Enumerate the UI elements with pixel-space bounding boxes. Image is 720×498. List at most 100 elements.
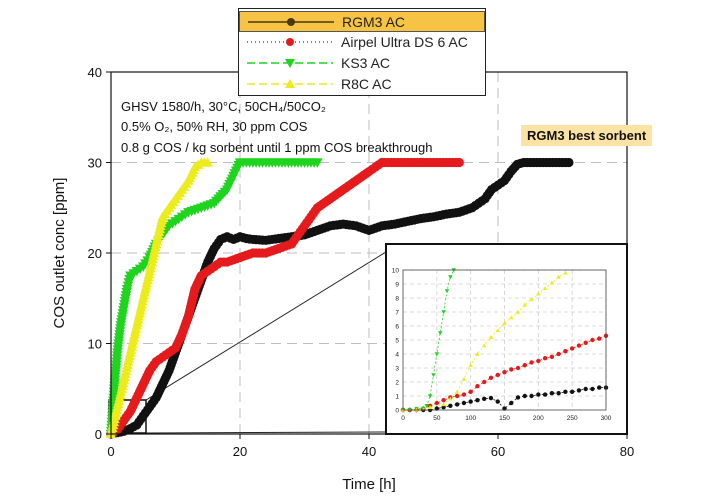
inset-data-point-0 <box>482 396 487 401</box>
inset-data-point-0 <box>515 395 521 400</box>
inset-y-tick-label: 4 <box>395 352 399 359</box>
inset-data-point-3 <box>488 335 494 339</box>
inset-data-point-3 <box>441 402 446 407</box>
inset-data-point-1 <box>441 398 446 403</box>
y-tick-label: 40 <box>88 65 102 80</box>
inset-data-point-3 <box>502 321 507 325</box>
inset-y-tick-label: 10 <box>392 268 400 275</box>
x-tick-label: 60 <box>491 444 505 459</box>
inset-data-point-1 <box>468 389 473 394</box>
inset-data-point-0 <box>509 400 514 406</box>
inset-data-point-1 <box>597 336 602 341</box>
inset-data-point-3 <box>454 389 460 394</box>
inset-data-point-3 <box>448 396 453 401</box>
inset-data-point-0 <box>488 395 494 401</box>
inset-y-tick-label: 1 <box>395 394 399 401</box>
annotation-line-3: 0.8 g COS / kg sorbent until 1 ppm COS b… <box>121 140 433 155</box>
inset-data-point-1 <box>475 384 480 389</box>
inset-data-point-1 <box>583 340 588 345</box>
inset-data-point-3 <box>475 351 480 356</box>
inset-frame <box>385 243 628 435</box>
inset-data-point-0 <box>590 386 595 392</box>
inset-data-point-1 <box>522 363 527 368</box>
inset-data-point-0 <box>583 386 588 392</box>
inset-data-point-3 <box>515 309 521 314</box>
legend-item-rgm3: RGM3 AC <box>239 11 485 32</box>
inset-data-point-1 <box>434 400 440 406</box>
inset-data-point-0 <box>542 392 548 397</box>
inset-y-tick-label: 6 <box>395 324 399 331</box>
y-tick-label: 10 <box>88 337 102 352</box>
legend-label-airpel: Airpel Ultra DS 6 AC <box>341 34 468 50</box>
inset-data-point-3 <box>556 274 561 279</box>
inset-x-tick-label: 100 <box>465 415 476 422</box>
legend-label-r8c: R8C AC <box>341 76 392 92</box>
inset-data-point-2 <box>434 352 440 357</box>
inset-data-point-0 <box>576 388 582 393</box>
inset-data-point-1 <box>590 337 595 343</box>
inset-y-tick-label: 8 <box>395 296 399 303</box>
zoom-guide-line <box>145 251 387 401</box>
inset-data-point-3 <box>495 328 500 332</box>
inset-data-point-1 <box>536 358 541 364</box>
inset-data-point-3 <box>522 302 527 307</box>
annotation-line-2: 0.5% O₂, 50% RH, 30 ppm COS <box>121 119 308 134</box>
inset-y-tick-label: 9 <box>395 282 399 289</box>
inset-data-point-0 <box>597 385 602 390</box>
legend-sample-airpel <box>247 38 333 46</box>
inset-data-point-1 <box>509 367 514 372</box>
inset-data-point-0 <box>461 400 467 406</box>
inset-data-point-1 <box>576 343 582 348</box>
inset-data-point-0 <box>536 392 541 397</box>
inset-data-point-0 <box>454 402 460 407</box>
legend-item-airpel: Airpel Ultra DS 6 AC <box>239 32 485 53</box>
y-axis-label: COS outlet conc [ppm] <box>51 178 68 329</box>
inset-data-point-0 <box>529 393 534 399</box>
x-tick-label: 0 <box>107 444 114 459</box>
inset-data-point-2 <box>438 331 443 336</box>
legend-item-r8c: R8C AC <box>239 74 485 95</box>
legend-item-ks3: KS3 AC <box>239 53 485 74</box>
inset-data-point-3 <box>536 291 541 296</box>
inset-data-point-0 <box>522 393 527 399</box>
inset-data-point-1 <box>549 354 555 359</box>
annotation-line-1: GHSV 1580/h, 30°C, 50CH₄/50CO₂ <box>121 99 326 114</box>
legend-sample-r8c <box>247 79 333 88</box>
y-tick-label: 30 <box>88 156 102 171</box>
inset-data-point-1 <box>461 392 467 397</box>
zoom-guide-line <box>145 431 387 434</box>
inset-data-point-0 <box>563 389 568 394</box>
y-tick-label: 20 <box>88 246 102 261</box>
inset-plot-frame <box>402 269 607 411</box>
inset-data-point-2 <box>427 394 433 399</box>
inset-y-tick-label: 5 <box>395 338 399 345</box>
inset-data-point-2 <box>448 275 453 280</box>
inset-data-point-0 <box>569 389 575 394</box>
inset-data-point-1 <box>515 365 521 371</box>
data-point-2 <box>312 158 323 168</box>
best-sorbent-callout: RGM3 best sorbent <box>521 125 653 146</box>
inset-x-tick-label: 50 <box>433 415 441 422</box>
inset-data-point-3 <box>468 363 473 367</box>
legend-label-ks3: KS3 AC <box>341 55 391 71</box>
inset-data-point-3 <box>529 297 534 302</box>
x-tick-label: 80 <box>620 444 634 459</box>
inset-series-line-3 <box>403 272 566 411</box>
inset-data-point-2 <box>431 373 436 378</box>
legend-label-rgm3: RGM3 AC <box>342 14 406 30</box>
inset-data-point-1 <box>502 370 507 375</box>
inset-data-point-3 <box>509 315 514 320</box>
inset-data-point-1 <box>563 349 568 354</box>
inset-data-point-1 <box>556 351 561 357</box>
inset-x-tick-label: 200 <box>533 415 544 422</box>
inset-data-point-2 <box>444 289 450 294</box>
chart-marks <box>105 157 574 440</box>
inset-x-tick-label: 250 <box>567 415 578 422</box>
inset-data-point-3 <box>542 286 548 290</box>
data-point-0 <box>564 157 574 168</box>
inset-data-point-2 <box>441 310 446 315</box>
inset-data-point-0 <box>468 399 473 404</box>
inset-data-point-3 <box>549 280 555 285</box>
inset-data-point-3 <box>461 377 467 381</box>
